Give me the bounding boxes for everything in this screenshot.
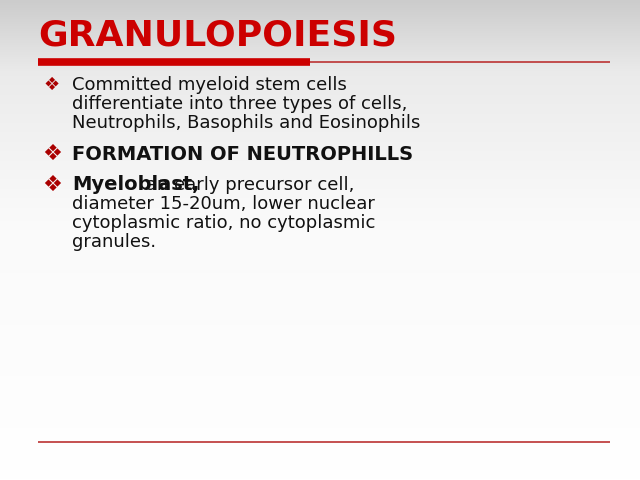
Text: differentiate into three types of cells,: differentiate into three types of cells, (72, 95, 408, 113)
Text: granules.: granules. (72, 233, 156, 251)
Text: an early precursor cell,: an early precursor cell, (140, 176, 355, 194)
Text: ❖: ❖ (44, 76, 60, 94)
Text: FORMATION OF NEUTROPHILLS: FORMATION OF NEUTROPHILLS (72, 144, 413, 164)
Text: GRANULOPOIESIS: GRANULOPOIESIS (38, 18, 397, 52)
Text: Committed myeloid stem cells: Committed myeloid stem cells (72, 76, 347, 94)
Text: cytoplasmic ratio, no cytoplasmic: cytoplasmic ratio, no cytoplasmic (72, 214, 376, 232)
Text: diameter 15-20um, lower nuclear: diameter 15-20um, lower nuclear (72, 195, 375, 213)
Text: Myeloblast,: Myeloblast, (72, 176, 200, 194)
Text: ❖: ❖ (42, 144, 62, 164)
Text: Neutrophils, Basophils and Eosinophils: Neutrophils, Basophils and Eosinophils (72, 114, 420, 132)
Text: ❖: ❖ (42, 175, 62, 195)
